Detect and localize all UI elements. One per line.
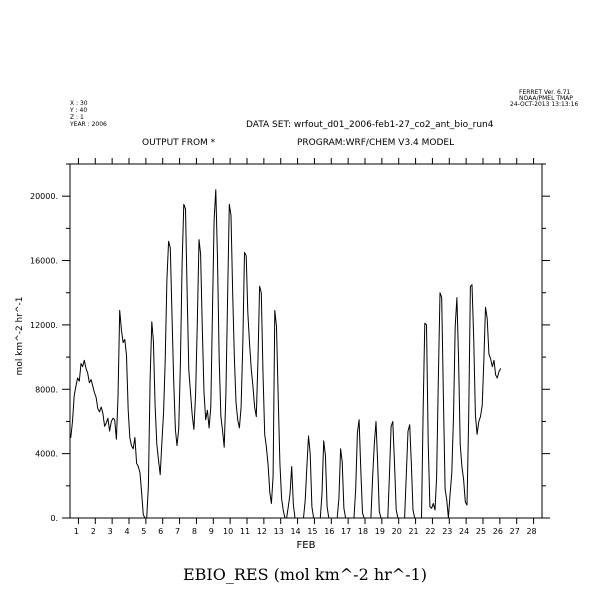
x-tick-label: 5 xyxy=(141,527,146,536)
y-tick-label: 8000. xyxy=(35,385,58,394)
x-tick-label: 20 xyxy=(392,527,402,536)
coord-z: Z : 1 xyxy=(70,114,84,121)
y-tick-label: 4000. xyxy=(35,450,58,459)
ferret-org: NOAA/PMEL TMAP xyxy=(519,95,573,102)
x-tick-label: 10 xyxy=(223,527,233,536)
y-tick-label: 20000. xyxy=(30,192,58,201)
x-tick-label: 26 xyxy=(493,527,503,536)
ferret-timestamp: 24-OCT-2013 13:13:16 xyxy=(510,101,579,108)
program-label: PROGRAM:WRF/CHEM V3.4 MODEL xyxy=(297,138,455,148)
x-tick-label: 2 xyxy=(91,527,96,536)
x-tick-label: 15 xyxy=(307,527,317,536)
output-from-label: OUTPUT FROM * xyxy=(142,138,216,148)
x-tick-label: 27 xyxy=(510,527,520,536)
x-tick-label: 8 xyxy=(192,527,197,536)
x-axis-label: FEB xyxy=(297,540,316,551)
x-tick-label: 18 xyxy=(358,527,368,536)
x-tick-label: 21 xyxy=(408,527,418,536)
coord-x: X : 30 xyxy=(70,100,88,107)
y-tick-label: 16000. xyxy=(30,257,58,266)
x-tick-label: 6 xyxy=(158,527,163,536)
x-tick-label: 24 xyxy=(459,527,469,536)
x-tick-label: 1 xyxy=(74,527,79,536)
x-tick-label: 28 xyxy=(526,527,536,536)
x-tick-label: 11 xyxy=(240,527,250,536)
coord-y: Y : 40 xyxy=(70,107,88,114)
x-tick-label: 17 xyxy=(341,527,351,536)
series-line xyxy=(69,189,502,519)
y-tick-label: 12000. xyxy=(30,321,58,330)
x-tick-label: 19 xyxy=(375,527,385,536)
x-tick-label: 14 xyxy=(290,527,300,536)
y-axis-label: mol km^-2 hr^-1 xyxy=(15,297,25,376)
x-tick-label: 9 xyxy=(209,527,214,536)
y-tick-label: 0. xyxy=(50,514,58,523)
x-tick-label: 4 xyxy=(124,527,129,536)
x-tick-label: 16 xyxy=(324,527,334,536)
x-tick-label: 13 xyxy=(274,527,284,536)
x-tick-label: 25 xyxy=(476,527,486,536)
x-tick-label: 7 xyxy=(175,527,180,536)
plot-frame xyxy=(69,163,543,519)
x-tick-label: 22 xyxy=(425,527,435,536)
x-tick-label: 12 xyxy=(257,527,267,536)
chart-title: EBIO_RES (mol km^-2 hr^-1) xyxy=(183,565,427,584)
dataset-label: DATA SET: wrfout_d01_2006-feb1-27_co2_an… xyxy=(246,120,494,130)
coord-year: YEAR : 2006 xyxy=(70,121,107,128)
x-tick-label: 23 xyxy=(442,527,452,536)
x-tick-label: 3 xyxy=(108,527,113,536)
ferret-version: FERRET Ver. 6.71 xyxy=(519,89,571,96)
